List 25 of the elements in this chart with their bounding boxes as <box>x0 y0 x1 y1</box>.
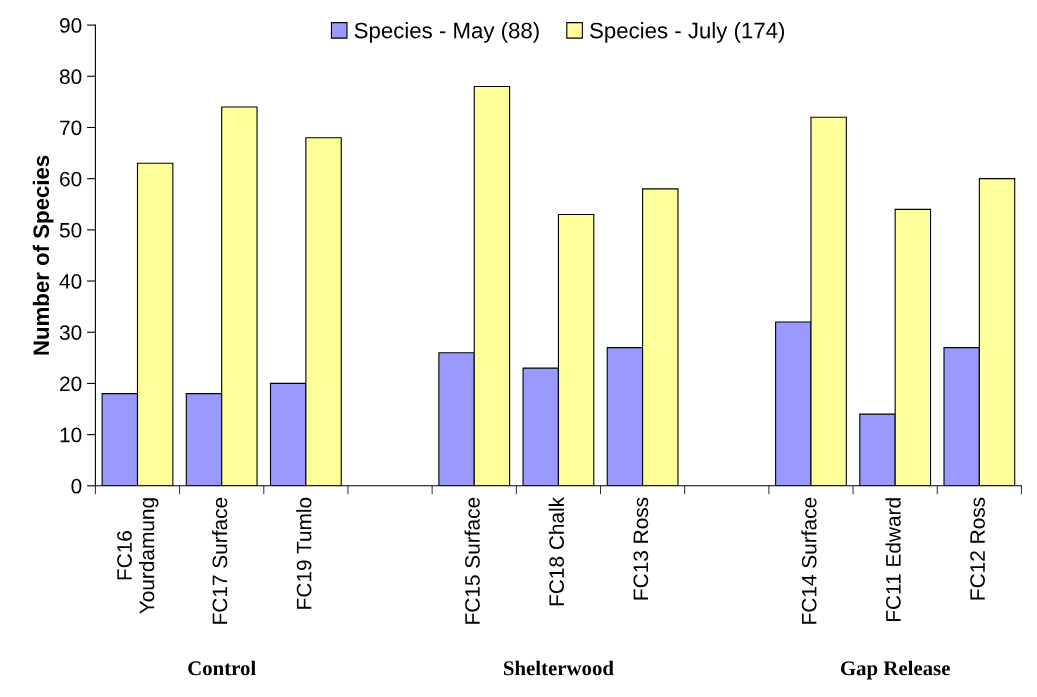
text: Gap Release <box>840 660 950 680</box>
y-tick-label: 0 <box>71 478 82 494</box>
x-tick-label: FC19 Tumlo <box>296 497 312 609</box>
x-tick-label: FC18 Chalk <box>548 496 565 606</box>
y-tick-label: 60 <box>60 171 82 187</box>
x-tick-label: FC15 Surface <box>464 497 480 624</box>
y-tick-label: 40 <box>59 274 82 289</box>
y-tick-label: 20 <box>60 376 82 392</box>
x-tick-label: FC16 Yourdamung <box>117 498 159 614</box>
x-tick-label: FC12 Ross <box>970 497 985 600</box>
y-tick-label: 80 <box>59 69 82 85</box>
text: Control <box>188 660 256 676</box>
x-tick-label: FC11 Edward <box>885 498 901 622</box>
y-tick-label: 90 <box>60 18 82 33</box>
y-tick-label: 10 <box>60 427 82 443</box>
y-axis-title: Number of Species <box>32 155 54 355</box>
legend-label: Species - July (174) <box>590 22 785 43</box>
x-tick-label: FC14 Surface <box>801 497 817 624</box>
x-tick-label: FC17 Surface <box>211 497 228 624</box>
y-tick-label: 50 <box>59 222 82 238</box>
text: Shelterwood <box>503 660 614 676</box>
legend-label: Species - May (88) <box>354 22 539 43</box>
y-tick-label: 70 <box>60 120 82 136</box>
x-tick-label: FC13 Ross <box>633 497 649 600</box>
y-tick-label: 30 <box>59 325 82 340</box>
